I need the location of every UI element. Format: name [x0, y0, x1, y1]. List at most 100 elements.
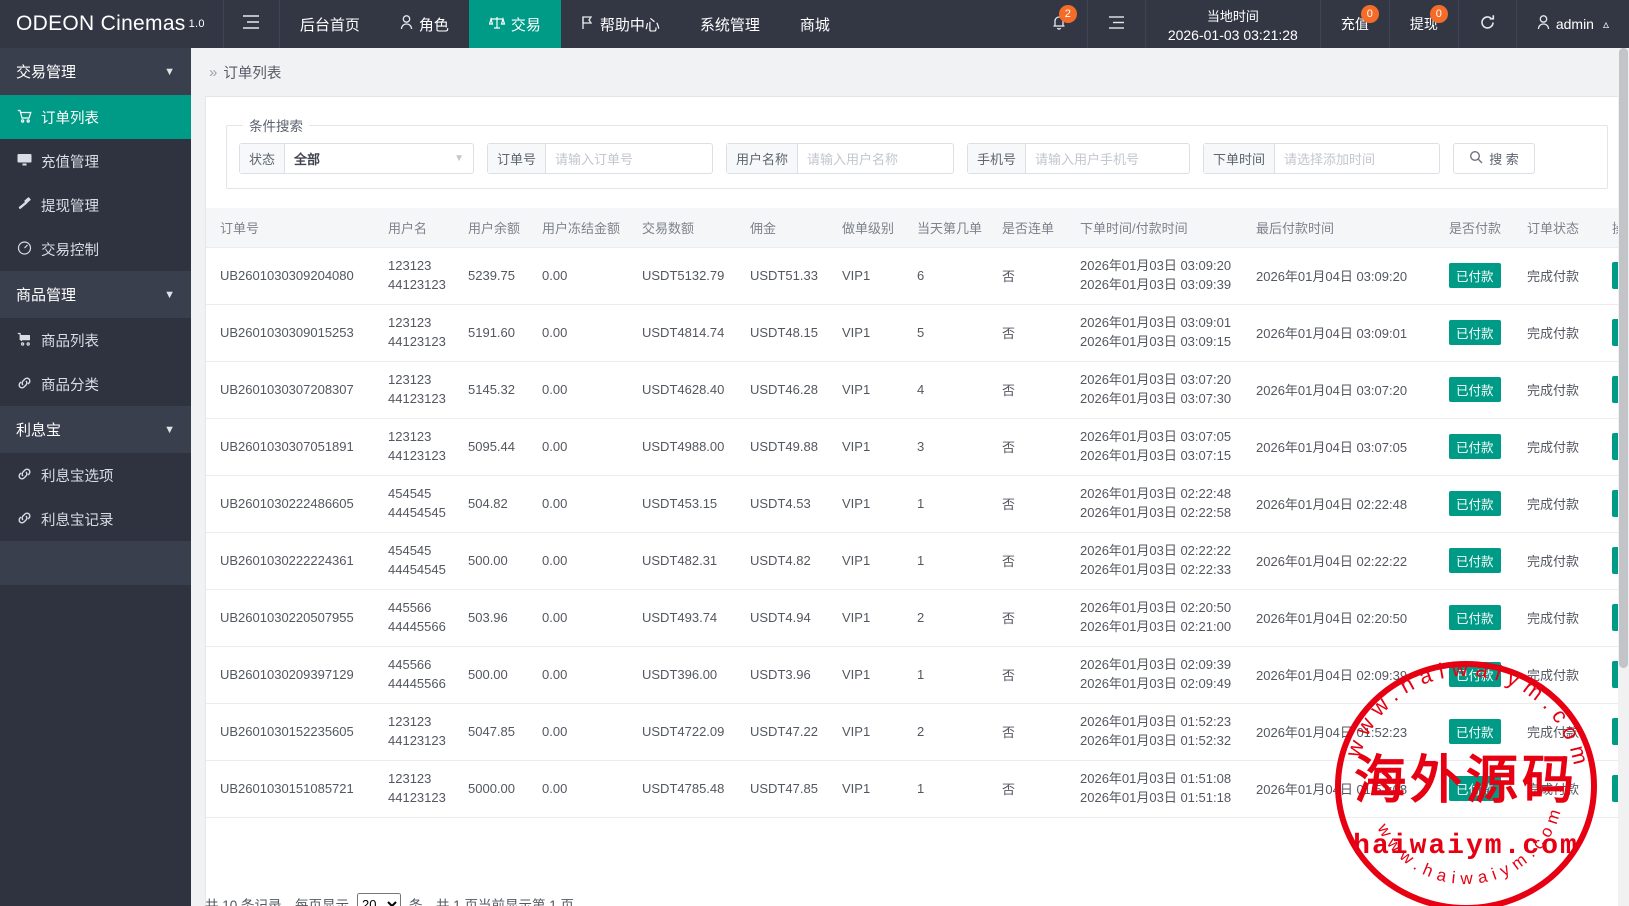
- order-time-input[interactable]: 请选择添加时间: [1284, 152, 1376, 167]
- nav-item-mall[interactable]: 商城: [780, 0, 850, 48]
- nav-item-home[interactable]: 后台首页: [280, 0, 380, 48]
- table-row[interactable]: UB2601030209397129 445566 44445566 500.00 0.…: [206, 646, 1628, 704]
- orders-table-scroll[interactable]: 订单号 用户名 用户余额 用户冻结金额 交易数额 佣金 做单级别 当天第几单 是…: [206, 208, 1628, 874]
- cell-is-paid: 已付款: [1435, 589, 1513, 647]
- order-no-filter[interactable]: 订单号 请输入订单号: [487, 143, 713, 174]
- table-row[interactable]: UB2601030309204080 123123 44123123 5239.75 0…: [206, 247, 1628, 305]
- cell-order-pay-time: 2026年01月03日 01:52:23 2026年01月03日 01:52:32: [1066, 703, 1242, 761]
- scrollbar-thumb[interactable]: [1619, 48, 1628, 668]
- cell-trade-amount: USDT5132.79: [628, 247, 736, 305]
- chevron-down-icon: ▼: [164, 423, 175, 436]
- cell-continuous: 否: [988, 418, 1066, 476]
- sidebar-item-withdraw-management[interactable]: 提现管理: [0, 183, 191, 227]
- phone-input[interactable]: 请输入用户手机号: [1035, 152, 1140, 167]
- cell-order-no: UB2601030152235605: [206, 703, 374, 761]
- flag-icon: [581, 15, 594, 34]
- cell-last-pay-time: 2026年01月04日 03:09:01: [1242, 304, 1435, 362]
- nav-item-roles[interactable]: 角色: [380, 0, 469, 48]
- cell-user-balance: 5145.32: [454, 361, 528, 419]
- user-menu-button[interactable]: admin ▵: [1515, 0, 1629, 48]
- cell-order-pay-time: 2026年01月03日 02:22:48 2026年01月03日 02:22:58: [1066, 475, 1242, 533]
- sidebar-item-trade-control[interactable]: 交易控制: [0, 227, 191, 271]
- notification-button[interactable]: 2: [1031, 0, 1087, 48]
- cell-is-paid: 已付款: [1435, 418, 1513, 476]
- sidebar-collapse-toggle[interactable]: [224, 0, 280, 48]
- task-list-button[interactable]: [1086, 0, 1145, 48]
- sidebar-group-product-management[interactable]: 商品管理 ▼: [0, 271, 191, 318]
- table-row[interactable]: UB2601030152235605 123123 44123123 5047.85 0…: [206, 703, 1628, 761]
- page-vertical-scrollbar[interactable]: [1618, 48, 1629, 906]
- sidebar-item-order-list[interactable]: 订单列表: [0, 95, 191, 139]
- table-row[interactable]: UB2601030307208307 123123 44123123 5145.32 0…: [206, 361, 1628, 419]
- search-area: 条件搜索 状态 全部 ▼ 订单号 请输入订单号 用户名称 请输入用户名称: [206, 97, 1628, 189]
- brand-name: ODEON Cinemas: [16, 12, 186, 35]
- status-badge: 已付款: [1449, 662, 1501, 687]
- table-row[interactable]: UB2601030220507955 445566 44445566 503.96 0.…: [206, 589, 1628, 647]
- cell-user-name: 123123 44123123: [374, 361, 454, 419]
- cell-is-paid: 已付款: [1435, 361, 1513, 419]
- cell-frozen-amount: 0.00: [528, 703, 628, 761]
- cell-order-no: UB2601030309015253: [206, 304, 374, 362]
- breadcrumb: » 订单列表: [191, 48, 1629, 96]
- nav-item-trade[interactable]: 交易: [468, 0, 561, 48]
- cell-level: VIP1: [828, 361, 903, 419]
- nav-item-label: 角色: [418, 16, 449, 34]
- sidebar-group-label: 商品管理: [16, 287, 77, 304]
- cell-user-balance: 500.00: [454, 646, 528, 704]
- table-row[interactable]: UB2601030309015253 123123 44123123 5191.60 0…: [206, 304, 1628, 362]
- cell-day-index: 2: [903, 589, 988, 647]
- monitor-icon: [16, 153, 32, 169]
- recharge-button[interactable]: 充值 0: [1319, 0, 1389, 48]
- cell-order-pay-time: 2026年01月03日 03:09:01 2026年01月03日 03:09:15: [1066, 304, 1242, 362]
- status-filter[interactable]: 状态 全部 ▼: [239, 143, 474, 174]
- cell-last-pay-time: 2026年01月04日 03:07:05: [1242, 418, 1435, 476]
- cell-continuous: 否: [988, 532, 1066, 590]
- status-filter-value: 全部: [294, 152, 321, 167]
- sidebar-item-recharge-management[interactable]: 充值管理: [0, 139, 191, 183]
- order-time-filter[interactable]: 下单时间 请选择添加时间: [1203, 143, 1440, 174]
- sidebar-item-product-category[interactable]: 商品分类: [0, 362, 191, 406]
- sidebar-item-label: 商品列表: [41, 333, 99, 350]
- cell-day-index: 3: [903, 418, 988, 476]
- col-order-status: 订单状态: [1513, 208, 1598, 248]
- page-size-select[interactable]: 2050100: [357, 893, 402, 906]
- sidebar-group-trade-management[interactable]: 交易管理 ▼: [0, 48, 191, 95]
- search-fieldset: 条件搜索 状态 全部 ▼ 订单号 请输入订单号 用户名称 请输入用户名称: [226, 115, 1608, 189]
- cell-commission: USDT4.94: [736, 589, 828, 647]
- cell-order-no: UB2601030307208307: [206, 361, 374, 419]
- nav-item-system[interactable]: 系统管理: [680, 0, 780, 48]
- cell-last-pay-time: 2026年01月04日 02:22:22: [1242, 532, 1435, 590]
- cell-order-pay-time: 2026年01月03日 02:22:22 2026年01月03日 02:22:33: [1066, 532, 1242, 590]
- cell-last-pay-time: 2026年01月04日 02:09:39: [1242, 646, 1435, 704]
- nav-item-label: 系统管理: [699, 16, 760, 34]
- cell-level: VIP1: [828, 589, 903, 647]
- phone-filter[interactable]: 手机号 请输入用户手机号: [967, 143, 1190, 174]
- sidebar-group-interest-treasure[interactable]: 利息宝 ▼: [0, 406, 191, 453]
- sidebar-item-product-list[interactable]: 商品列表: [0, 318, 191, 362]
- cell-continuous: 否: [988, 703, 1066, 761]
- cell-commission: USDT47.85: [736, 760, 828, 818]
- cell-day-index: 2: [903, 703, 988, 761]
- table-row[interactable]: UB2601030151085721 123123 44123123 5000.00 0…: [206, 760, 1628, 818]
- order-no-input[interactable]: 请输入订单号: [555, 152, 634, 167]
- col-day-index: 当天第几单: [903, 208, 988, 248]
- nav-item-label: 交易: [510, 16, 541, 34]
- brand-logo[interactable]: ODEON Cinemas 1.0: [0, 0, 224, 48]
- top-nav-items: 后台首页 角色 交易 帮助中心 系统管理 商城: [280, 0, 850, 48]
- nav-item-help[interactable]: 帮助中心: [561, 0, 680, 48]
- table-row[interactable]: UB2601030307051891 123123 44123123 5095.44 0…: [206, 418, 1628, 476]
- cell-trade-amount: USDT4785.48: [628, 760, 736, 818]
- user-name-input[interactable]: 请输入用户名称: [807, 152, 899, 167]
- table-row[interactable]: UB2601030222224361 454545 44454545 500.00 0.…: [206, 532, 1628, 590]
- withdraw-button[interactable]: 提现 0: [1388, 0, 1458, 48]
- user-name-filter[interactable]: 用户名称 请输入用户名称: [726, 143, 954, 174]
- sidebar-item-interest-options[interactable]: 利息宝选项: [0, 453, 191, 497]
- cell-level: VIP1: [828, 418, 903, 476]
- withdraw-badge: 0: [1429, 5, 1448, 23]
- search-button[interactable]: 搜 索: [1453, 143, 1535, 174]
- cell-user-name: 123123 44123123: [374, 703, 454, 761]
- cell-commission: USDT46.28: [736, 361, 828, 419]
- sidebar-item-interest-records[interactable]: 利息宝记录: [0, 497, 191, 541]
- refresh-button[interactable]: [1457, 0, 1516, 48]
- table-row[interactable]: UB2601030222486605 454545 44454545 504.82 0.…: [206, 475, 1628, 533]
